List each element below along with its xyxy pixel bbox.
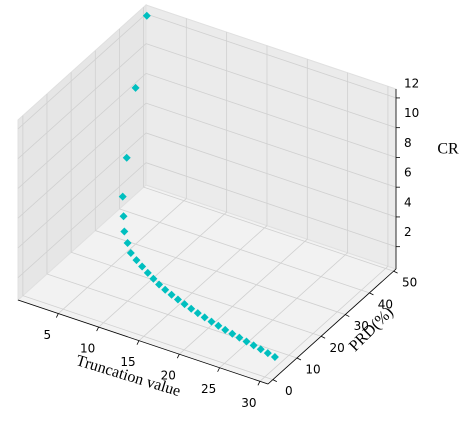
point [118, 192, 127, 201]
point [173, 295, 182, 304]
grid-line [95, 230, 346, 315]
grid-line [17, 162, 147, 278]
point [123, 238, 132, 247]
z-tick-label: 6 [404, 166, 412, 180]
z-tick-label: 4 [404, 195, 412, 209]
y-tick-label: 10 [305, 362, 320, 376]
point [221, 325, 230, 334]
point [161, 285, 170, 294]
grid-line [145, 102, 397, 188]
y-tick-label: 50 [402, 276, 417, 290]
grid-line [145, 43, 397, 129]
point [138, 262, 147, 271]
x-tick-label: 5 [44, 328, 52, 342]
grid-line [58, 198, 187, 314]
grid-line [98, 211, 227, 328]
grid-line [145, 162, 397, 248]
grid-line [17, 132, 147, 249]
point [263, 349, 272, 358]
point [120, 227, 129, 236]
z-axis-label: CR [437, 141, 459, 158]
point [167, 290, 176, 299]
grid-line [145, 13, 397, 99]
x-axis-line [17, 299, 269, 385]
axes-3d [17, 3, 400, 386]
point [122, 153, 131, 162]
y-tick [320, 335, 326, 339]
z-tick-label: 8 [404, 136, 412, 150]
z-tick-label: 2 [404, 225, 412, 239]
point [131, 83, 140, 92]
grid-line [119, 208, 370, 294]
grid-line [71, 251, 322, 337]
point [142, 11, 151, 20]
y-tick-label: 30 [354, 319, 369, 333]
x-tick [136, 340, 140, 345]
grid-line [17, 102, 147, 219]
point [155, 280, 164, 289]
grid-line [219, 252, 348, 369]
x-tick-label: 30 [241, 396, 256, 410]
point [256, 345, 265, 354]
grid-line [17, 13, 147, 130]
grid-line [143, 186, 394, 272]
x-tick [55, 313, 59, 318]
grid-line [17, 43, 147, 159]
y-tick [369, 292, 374, 296]
point [214, 321, 223, 330]
x-tick [176, 354, 180, 359]
grid-line [145, 73, 397, 158]
y-tick-label: 40 [378, 297, 393, 311]
grid-line [145, 132, 397, 218]
point [180, 300, 189, 309]
z-tick-label: 10 [404, 106, 419, 120]
point [249, 341, 258, 350]
point [270, 352, 279, 361]
point [132, 256, 141, 265]
x-tick [257, 381, 261, 386]
grid-line [179, 238, 308, 355]
x-tick [217, 367, 220, 372]
point [200, 313, 209, 322]
y-tick [345, 314, 350, 317]
point [242, 337, 251, 346]
point [126, 248, 135, 257]
z-tick-label: 12 [404, 76, 419, 90]
point [193, 309, 202, 318]
point [228, 329, 237, 338]
y-tick [296, 357, 302, 361]
y-axis-line [267, 268, 397, 385]
point [143, 268, 152, 277]
grid-line [17, 73, 147, 189]
point [207, 317, 216, 326]
grid-line [22, 295, 273, 381]
x-tick [96, 326, 100, 332]
point [187, 304, 196, 313]
y-tick [393, 270, 398, 274]
grid-line [138, 225, 268, 341]
x-tick-label: 10 [80, 342, 95, 356]
x-tick-label: 25 [201, 382, 216, 396]
point [119, 212, 128, 221]
x-tick-label: 15 [120, 355, 135, 369]
y-tick-label: 20 [329, 341, 344, 355]
point [149, 274, 158, 283]
x-tick-label: 20 [161, 369, 176, 383]
grid-line [259, 265, 389, 382]
y-tick [272, 379, 278, 383]
point [235, 333, 244, 342]
left-pane [17, 3, 147, 302]
y-tick-label: 0 [285, 384, 293, 398]
